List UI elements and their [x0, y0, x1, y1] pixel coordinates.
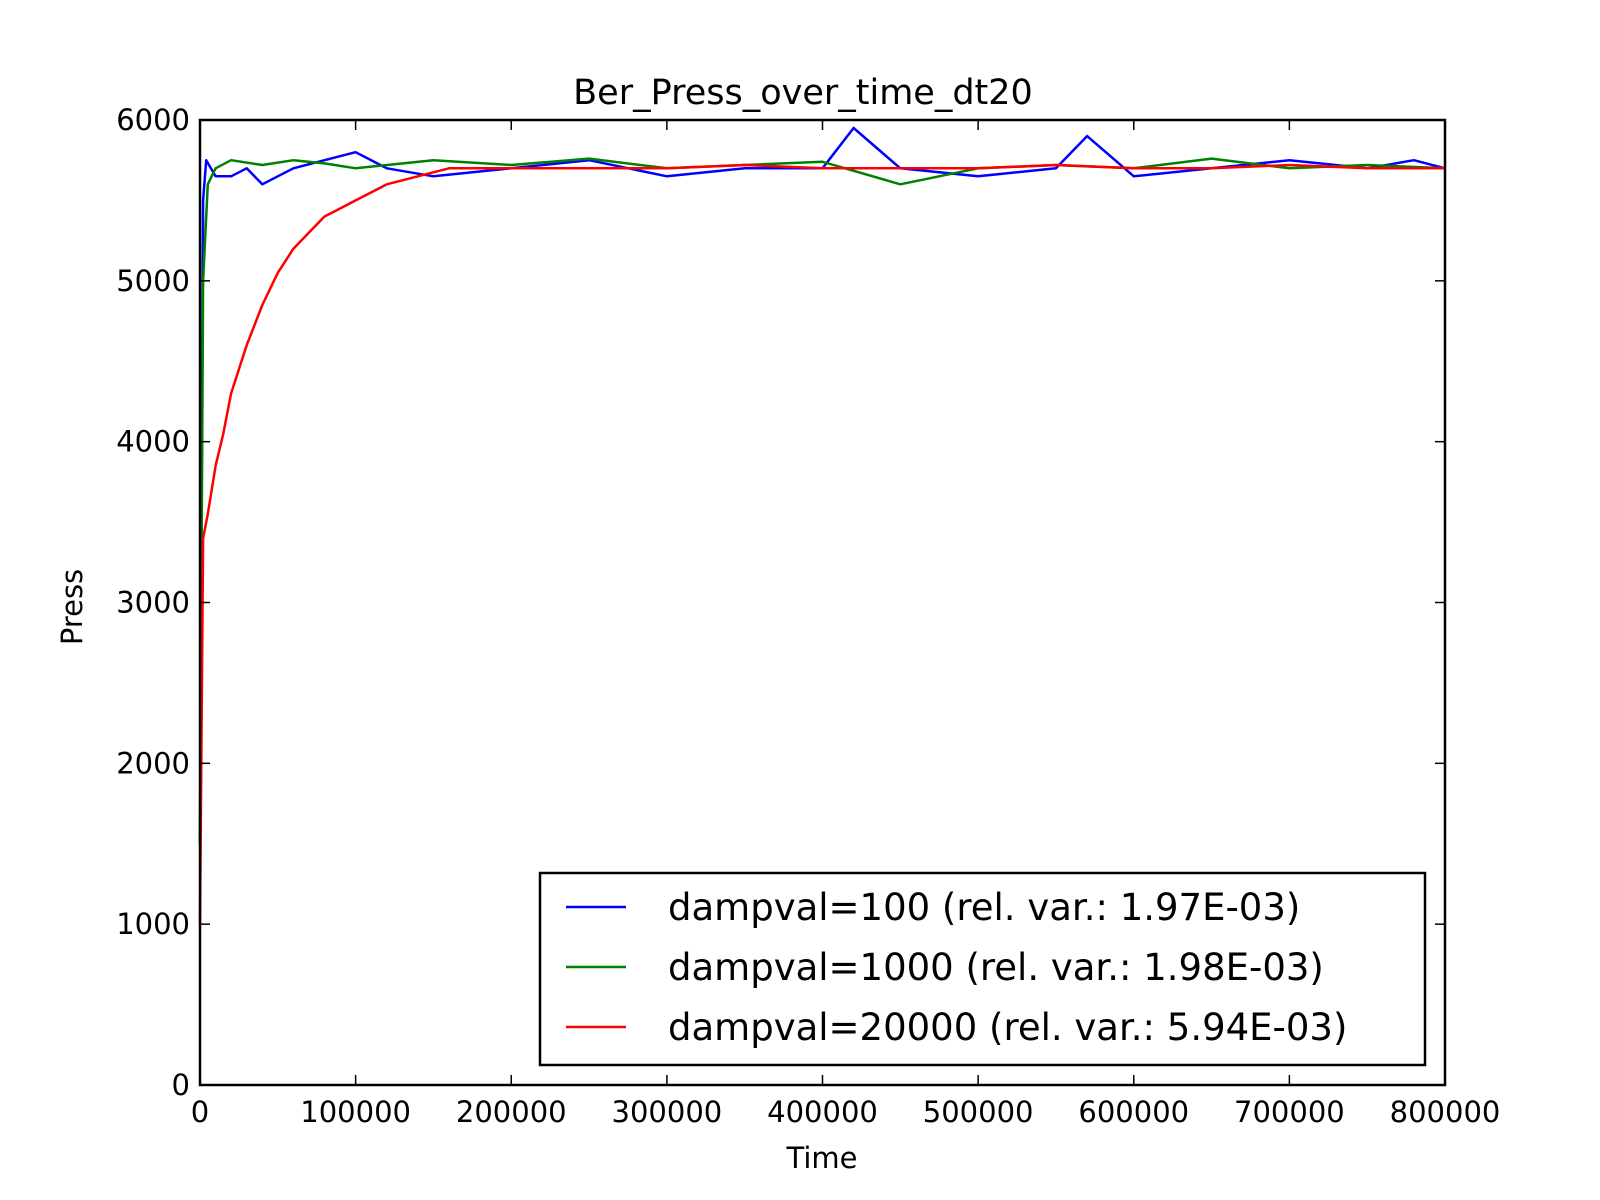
x-tick-label: 100000 [300, 1095, 411, 1129]
x-tick-label: 400000 [767, 1095, 878, 1129]
y-tick-label: 4000 [116, 425, 190, 459]
chart-title: Ber_Press_over_time_dt20 [573, 73, 1033, 113]
y-tick-label: 1000 [116, 907, 190, 941]
legend: dampval=100 (rel. var.: 1.97E-03) dampval… [538, 871, 1427, 1067]
y-tick-label: 6000 [116, 103, 190, 137]
x-axis: 0 100000 200000 300000 400000 500000 600000 700… [191, 120, 1501, 1129]
x-tick-label: 700000 [1234, 1095, 1345, 1129]
x-tick-label: 300000 [612, 1095, 723, 1129]
x-axis-label: Time [786, 1141, 858, 1175]
x-tick-label: 600000 [1078, 1095, 1189, 1129]
y-tick-label: 3000 [116, 586, 190, 620]
legend-entry-label: dampval=1000 (rel. var.: 1.98E-03) [668, 946, 1324, 989]
y-tick-label: 5000 [116, 264, 190, 298]
legend-entry-label: dampval=100 (rel. var.: 1.97E-03) [668, 886, 1300, 929]
y-tick-label: 2000 [116, 746, 190, 780]
series-line-3 [198, 163, 1445, 925]
series-line-1 [198, 126, 1446, 844]
legend-frame [538, 871, 1427, 1067]
x-tick-label: 0 [191, 1095, 209, 1129]
legend-entry-label: dampval=20000 (rel. var.: 5.94E-03) [668, 1006, 1347, 1049]
x-tick-label: 200000 [456, 1095, 567, 1129]
y-axis-label: Press [55, 569, 89, 645]
x-tick-label: 800000 [1390, 1095, 1501, 1129]
x-tick-label: 500000 [923, 1095, 1034, 1129]
series-line-2 [198, 157, 1446, 844]
y-tick-label: 0 [172, 1068, 190, 1102]
series-layer [198, 126, 1446, 925]
y-axis: 0 1000 2000 3000 4000 5000 6000 [116, 103, 1445, 1102]
